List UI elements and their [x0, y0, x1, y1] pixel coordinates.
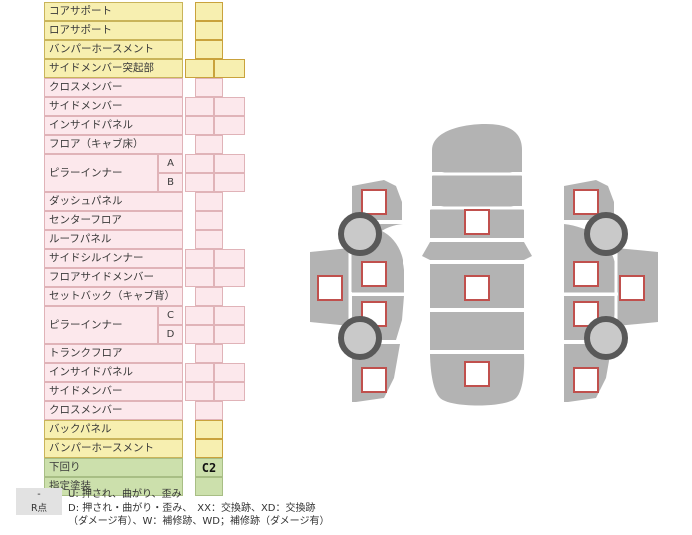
marker-center-1	[464, 209, 490, 235]
damage-markers	[317, 189, 645, 393]
table-sub-label: B	[158, 173, 183, 192]
table-row-label: インサイドパネル	[44, 363, 183, 382]
table-value-cell	[185, 59, 214, 78]
table-row-label: ロアサポート	[44, 21, 183, 40]
marker-left-5	[317, 275, 343, 301]
table-value-cell	[214, 306, 245, 325]
table-value-cell	[195, 21, 223, 40]
legend-text-1: U: 押され、曲がり、歪み	[68, 489, 182, 500]
legend-row-1: - U: 押され、曲がり、歪み	[16, 488, 329, 502]
table-row-label: サイドメンバー	[44, 382, 183, 401]
table-sub-label: C	[158, 306, 183, 325]
vehicle-diagram-svg	[310, 124, 658, 406]
table-value-cell	[214, 116, 245, 135]
table-value-cell	[214, 268, 245, 287]
table-row-label: クロスメンバー	[44, 401, 183, 420]
legend-text-2: D: 押され・曲がり・歪み、 XX：交換跡、XD：交換跡	[68, 502, 316, 514]
table-value-cell	[185, 154, 214, 173]
table-value-cell	[185, 249, 214, 268]
table-value-cell	[185, 306, 214, 325]
table-value-cell	[214, 249, 245, 268]
table-sub-label: D	[158, 325, 183, 344]
legend-text-3: （ダメージ有）、W：補修跡、WD；補修跡（ダメージ有）	[68, 516, 330, 527]
table-row-label: バックパネル	[44, 420, 183, 439]
wheel-rear-right	[584, 316, 628, 360]
table-row-label: ピラーインナー	[44, 306, 158, 344]
table-value-cell	[185, 173, 214, 192]
legend-key-dash: -	[16, 488, 62, 502]
table-row-label: クロスメンバー	[44, 78, 183, 97]
marker-center-2	[464, 275, 490, 301]
table-value-cell	[214, 363, 245, 382]
table-value-cell	[214, 59, 245, 78]
table-value-cell	[195, 439, 223, 458]
table-row-label: サイドシルインナー	[44, 249, 183, 268]
table-value-cell	[195, 211, 223, 230]
marker-left-2	[361, 261, 387, 287]
table-value-cell	[195, 401, 223, 420]
table-row-label: フロア（キャブ床）	[44, 135, 183, 154]
legend-key-rpoint: R点	[16, 501, 62, 515]
wheel-rear-left	[338, 316, 382, 360]
table-value-cell	[195, 344, 223, 363]
marker-left-1	[361, 189, 387, 215]
table-value-cell	[195, 287, 223, 306]
table-row-label: フロアサイドメンバー	[44, 268, 183, 287]
vehicle-damage-diagram	[310, 110, 692, 420]
table-value-cell	[185, 97, 214, 116]
table-row-label: トランクフロア	[44, 344, 183, 363]
table-value-cell	[195, 477, 223, 496]
table-row-label: ルーフパネル	[44, 230, 183, 249]
table-value-cell	[185, 382, 214, 401]
wheels	[338, 212, 628, 360]
table-row-label: 下回り	[44, 458, 183, 477]
table-value-cell	[195, 230, 223, 249]
table-value-cell	[195, 78, 223, 97]
table-value-cell	[195, 40, 223, 59]
table-row-label: セットバック（キャブ背）	[44, 287, 183, 306]
table-value-cell	[195, 135, 223, 154]
table-value-cell	[185, 116, 214, 135]
table-value-cell	[214, 173, 245, 192]
table-value-cell	[195, 420, 223, 439]
marker-right-1	[573, 189, 599, 215]
table-value-cell	[195, 2, 223, 21]
table-row-label: サイドメンバー突起部	[44, 59, 183, 78]
table-row-label: センターフロア	[44, 211, 183, 230]
marker-right-5	[619, 275, 645, 301]
table-sub-label: A	[158, 154, 183, 173]
wheel-front-right	[584, 212, 628, 256]
table-value-cell	[185, 325, 214, 344]
legend: - U: 押され、曲がり、歪み R点 D: 押され・曲がり・歪み、 XX：交換跡…	[16, 488, 329, 529]
table-value-cell	[214, 154, 245, 173]
table-row-label: ピラーインナー	[44, 154, 158, 192]
marker-center-3	[464, 361, 490, 387]
table-value-cell	[214, 325, 245, 344]
table-value-cell	[195, 192, 223, 211]
legend-row-2: R点 D: 押され・曲がり・歪み、 XX：交換跡、XD：交換跡	[16, 501, 329, 515]
table-row-label: コアサポート	[44, 2, 183, 21]
marker-left-4	[361, 367, 387, 393]
table-row-label: バンパーホースメント	[44, 439, 183, 458]
table-value-cell	[185, 363, 214, 382]
table-row-label: インサイドパネル	[44, 116, 183, 135]
table-row-label: サイドメンバー	[44, 97, 183, 116]
table-row-label: 指定塗装	[44, 477, 183, 496]
table-row-label: バンパーホースメント	[44, 40, 183, 59]
table-value-cell	[185, 268, 214, 287]
table-value-cell	[214, 97, 245, 116]
marker-right-4	[573, 367, 599, 393]
table-row-label: ダッシュパネル	[44, 192, 183, 211]
wheel-front-left	[338, 212, 382, 256]
marker-right-2	[573, 261, 599, 287]
table-value-cell-marked: C2	[195, 458, 223, 477]
table-value-cell	[214, 382, 245, 401]
